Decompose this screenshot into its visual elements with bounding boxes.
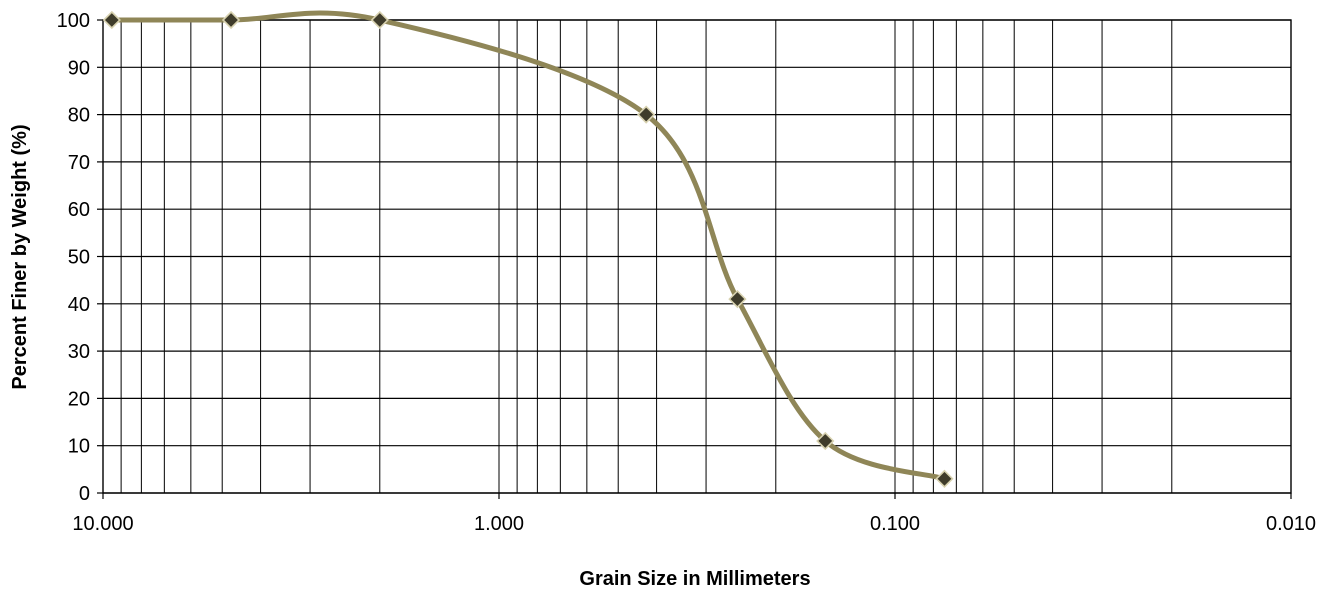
x-tick-labels: 10.000 1.000 0.100 0.010 xyxy=(72,513,1316,535)
data-point-marker xyxy=(221,10,241,30)
y-tick-label: 20 xyxy=(68,388,90,410)
grid xyxy=(97,19,1292,499)
y-tick-label: 10 xyxy=(68,436,90,458)
y-tick-label: 80 xyxy=(68,105,90,127)
data-point-marker xyxy=(637,105,656,124)
y-tick-label: 70 xyxy=(68,152,90,174)
x-axis-title: Grain Size in Millimeters xyxy=(579,568,810,590)
plot-border xyxy=(102,19,1292,494)
x-tick-label: 0.100 xyxy=(870,513,920,535)
y-tick-label: 50 xyxy=(68,247,90,269)
data-point-marker xyxy=(816,431,835,451)
x-tick-label: 0.010 xyxy=(1266,513,1316,535)
series-line xyxy=(109,10,947,482)
data-point-marker xyxy=(728,289,747,309)
y-tick-label: 60 xyxy=(68,199,90,221)
y-tick-label: 100 xyxy=(57,10,90,32)
plot-frame xyxy=(102,19,1292,494)
y-tick-label: 90 xyxy=(68,57,90,79)
y-axis-title: Percent Finer by Weight (%) xyxy=(9,124,31,389)
y-tick-label: 0 xyxy=(79,483,90,505)
data-point-marker xyxy=(935,469,954,488)
y-tick-label: 40 xyxy=(68,294,90,316)
x-tick-label: 1.000 xyxy=(474,513,524,535)
x-tick-label: 10.000 xyxy=(72,513,133,535)
series-group xyxy=(102,10,954,488)
data-point-marker xyxy=(370,10,389,30)
data-point-marker xyxy=(102,10,121,30)
y-tick-label: 30 xyxy=(68,341,90,363)
y-tick-labels: 0 10 20 30 40 50 60 70 80 90 100 xyxy=(57,10,90,505)
